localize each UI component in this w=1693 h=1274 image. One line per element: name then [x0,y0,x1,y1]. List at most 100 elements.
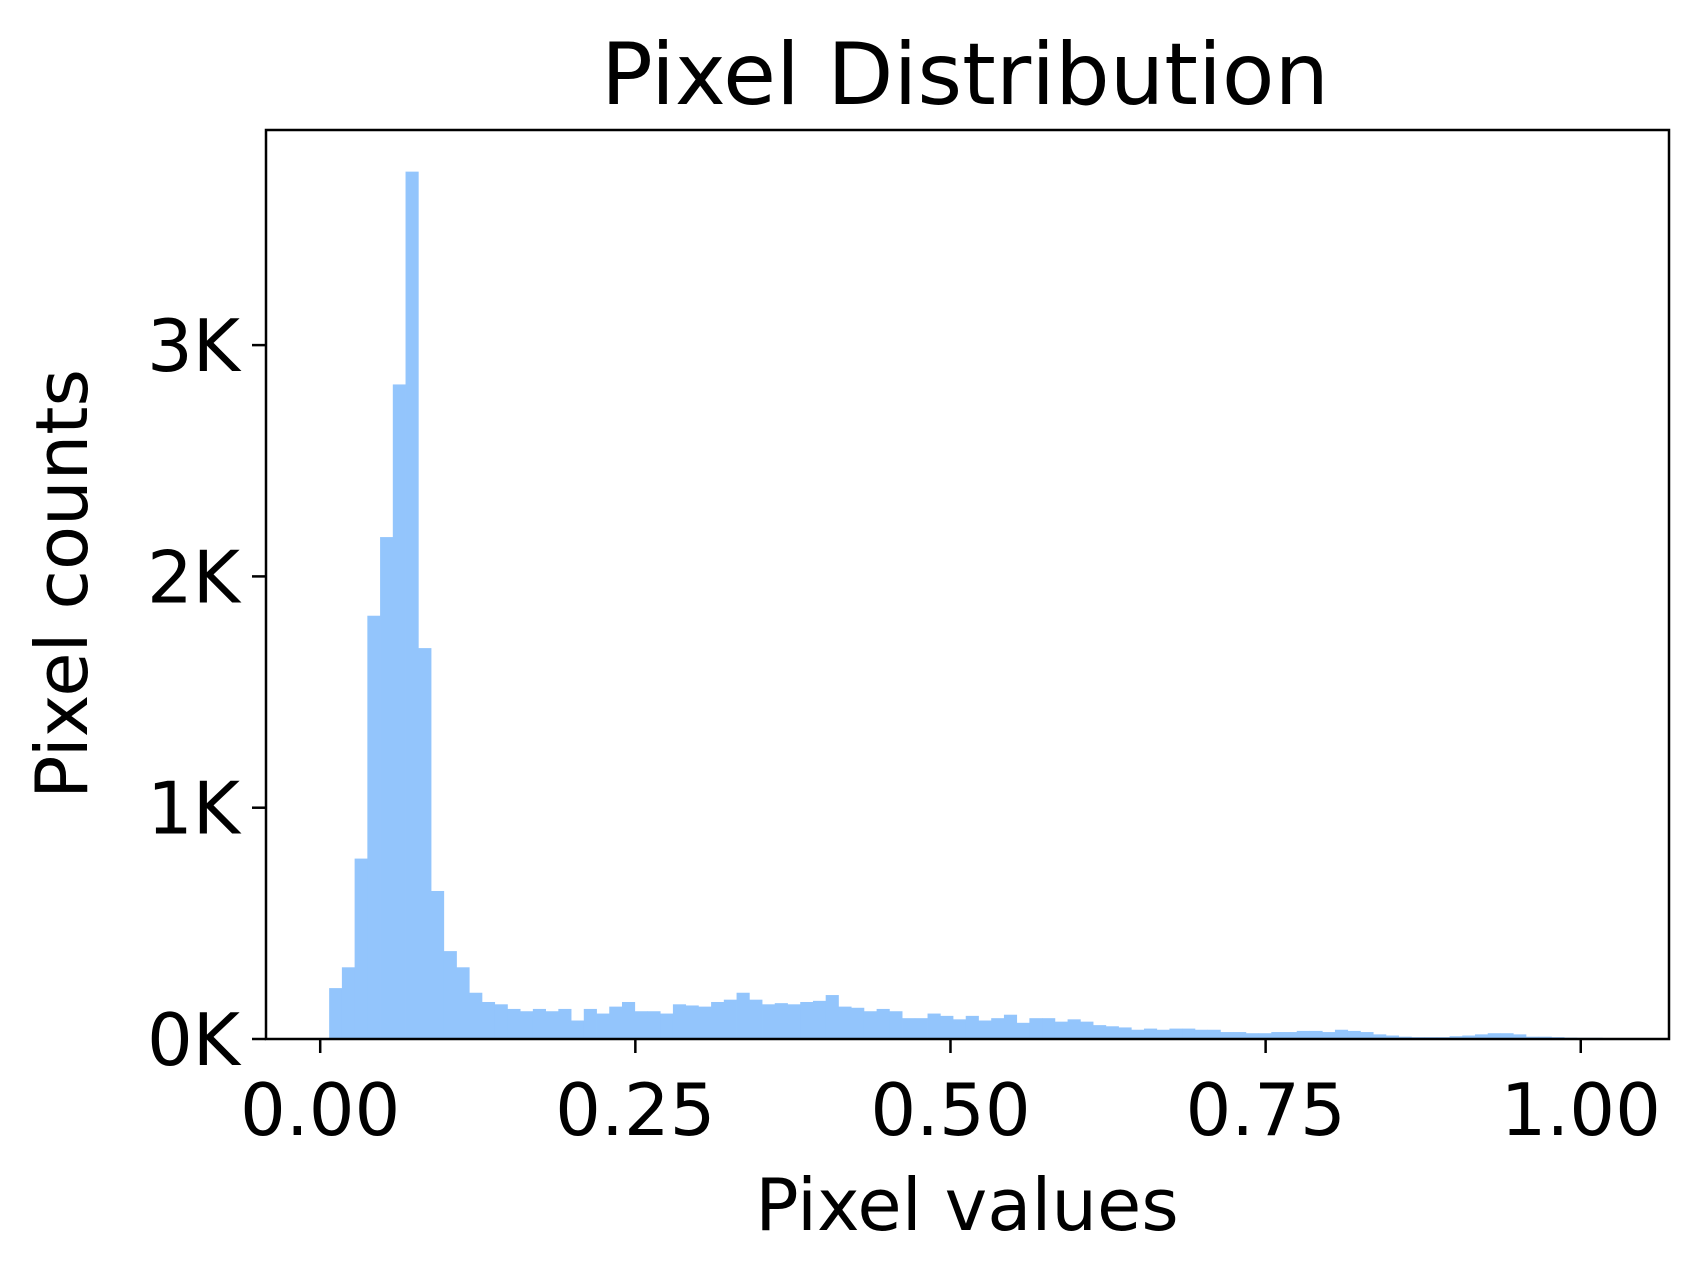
histogram-bar [851,1007,865,1039]
histogram-bar [1334,1029,1349,1039]
histogram-bar [685,1005,699,1039]
histogram-bar [456,967,470,1039]
histogram-bar [1105,1026,1119,1039]
histogram-bar [927,1013,941,1039]
histogram-bar [978,1020,992,1039]
histogram-bar [902,1018,916,1039]
histogram-bar [991,1018,1005,1039]
histogram-bar [787,1004,801,1039]
y-tick-label: 1K [147,767,242,851]
histogram-bar [621,1001,636,1039]
histogram-bar [1156,1029,1170,1039]
histogram-bar [1385,1035,1400,1039]
histogram-bar [431,890,445,1039]
histogram-bar [800,1001,814,1039]
histogram-bar [532,1008,546,1039]
histogram-bar [965,1015,979,1039]
histogram-bar [380,537,394,1039]
y-tick-label: 0K [147,998,242,1082]
histogram-bar [698,1006,712,1039]
histogram-bar [1487,1033,1501,1039]
histogram-bar [762,1004,776,1039]
histogram-bar [953,1019,967,1039]
histogram-bar [1169,1028,1183,1039]
histogram-bar [1500,1033,1514,1039]
x-tick-label: 0.50 [870,1068,1030,1152]
histogram-bar [1347,1030,1361,1039]
histogram-bar [341,967,356,1039]
histogram-bar [774,1003,788,1039]
histogram-bar [1207,1029,1221,1039]
histogram-bar [1016,1022,1030,1039]
x-axis-label: Pixel values [755,1163,1179,1247]
histogram-bar [1182,1028,1196,1039]
histogram-bar [634,1011,648,1039]
histogram-bar [583,1008,597,1039]
x-tick-label: 0.75 [1185,1068,1345,1152]
histogram-bar [723,999,737,1039]
histogram-bar [1194,1029,1209,1039]
histogram-bar [418,648,432,1039]
histogram-bar [1271,1032,1285,1039]
histogram-bar [736,992,750,1039]
histogram-bar [1054,1021,1068,1039]
histogram-bar [571,1020,585,1039]
y-tick-label: 2K [147,535,242,619]
histogram-bar [520,1011,534,1039]
histogram-bar [609,1006,623,1039]
histogram-bar [1220,1032,1234,1039]
histogram-bar [329,988,343,1039]
plot-frame [264,128,1671,1041]
histogram-bar [1131,1029,1145,1039]
histogram-bar [1233,1032,1247,1039]
y-tick-label: 3K [147,304,242,388]
x-axis-ticks: 0.00 0.25 0.50 0.75 1.00 [240,1039,1661,1152]
histogram-bar [1029,1018,1043,1039]
histogram-bar [1284,1032,1298,1039]
histogram-bar [889,1011,903,1039]
histogram-bar [469,992,483,1039]
histogram-bar [1360,1032,1374,1039]
histogram-bar [354,858,368,1039]
histogram-bar [1258,1033,1272,1039]
histogram-bar [1373,1034,1387,1039]
histogram-bar [672,1004,687,1039]
histogram-bar [1462,1035,1476,1039]
histogram-bar [914,1018,928,1039]
histogram-bar [1449,1036,1463,1039]
histogram-bar [1003,1014,1018,1039]
histogram-bar [838,1006,852,1039]
histogram-bar [863,1011,878,1039]
histogram-bar [711,1001,725,1039]
histogram-bar [481,1001,496,1039]
y-axis-ticks: 0K 1K 2K 3K [147,304,266,1082]
histogram-bar [1475,1034,1489,1039]
x-tick-label: 0.00 [240,1068,400,1152]
histogram-bar [660,1013,674,1039]
histogram-bar [494,1004,508,1039]
histogram-bar [443,951,457,1039]
histogram-bar [749,999,763,1039]
histogram-bars [329,171,1603,1039]
histogram-bar [647,1011,661,1039]
histogram-bar [367,615,381,1039]
histogram-bar [392,384,406,1039]
histogram-bar [825,995,839,1039]
histogram-bar [940,1015,954,1039]
histogram-bar [545,1011,559,1039]
y-axis-label: Pixel counts [20,369,104,799]
histogram-bar [1296,1030,1310,1039]
histogram-bar [1042,1018,1056,1039]
histogram-bar [405,171,419,1039]
histogram-bar [876,1008,890,1039]
histogram-bar [1322,1032,1336,1039]
histogram-bar [1067,1019,1081,1039]
histogram-bar [812,1000,827,1039]
histogram-bar [1245,1033,1259,1039]
histogram-bar [1143,1028,1158,1039]
x-tick-label: 0.25 [555,1068,715,1152]
histogram-bar [596,1013,610,1039]
histogram-bar [1309,1030,1323,1039]
histogram-bar [1118,1027,1132,1039]
